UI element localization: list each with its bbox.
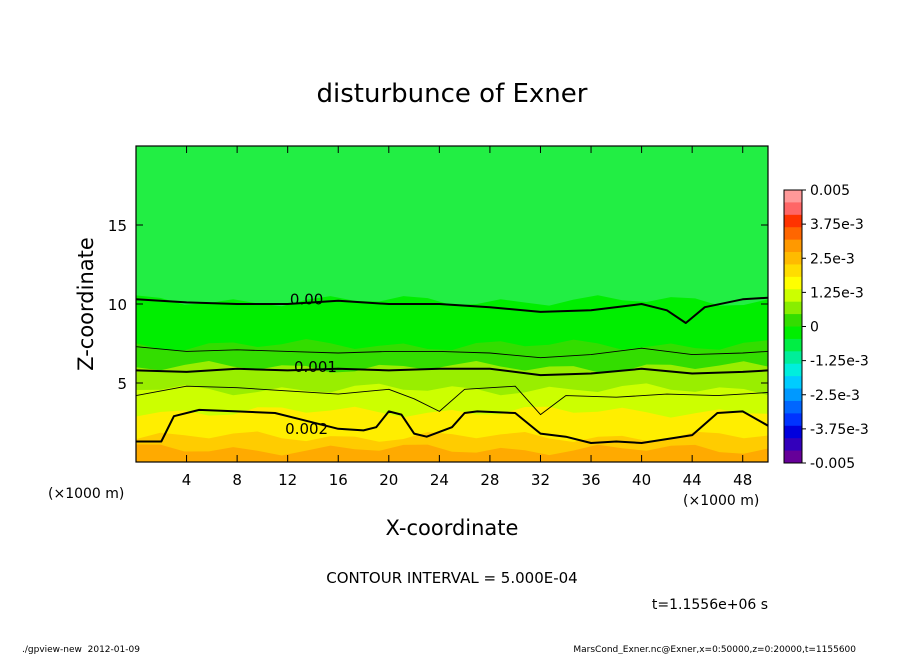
colorbar-segment	[784, 264, 802, 278]
colorbar-segment	[784, 400, 802, 414]
colorbar-segment	[784, 276, 802, 290]
x-unit-right: (×1000 m)	[683, 493, 759, 509]
colorbar-label: 3.75e-3	[810, 217, 864, 233]
colorbar-segment	[784, 388, 802, 402]
fill-band	[136, 444, 768, 462]
colorbar-segment	[784, 314, 802, 327]
colorbar-label: 1.25e-3	[810, 285, 864, 301]
contour-labels: 0.00 0.001 0.002	[285, 290, 337, 438]
colorbar-segment	[784, 351, 802, 365]
colorbar-segment	[784, 301, 802, 315]
contour-line	[136, 296, 768, 324]
x-unit-left: (×1000 m)	[48, 486, 124, 502]
colorbar-segment	[784, 190, 802, 203]
colorbar-label: -2.5e-3	[810, 388, 860, 404]
colorbar-segment	[784, 363, 802, 377]
x-tick-label: 36	[581, 471, 600, 489]
color-fill-layer	[136, 146, 768, 462]
colorbar-segment	[784, 239, 802, 253]
contour-interval-text: CONTOUR INTERVAL = 5.000E-04	[326, 569, 577, 587]
y-tick-label: 5	[117, 375, 127, 393]
colorbar-segment	[784, 252, 802, 265]
footer-left: ./gpview-new 2012-01-09	[22, 645, 140, 654]
x-tick-label: 44	[683, 471, 702, 489]
x-tick-label: 20	[379, 471, 398, 489]
contour-line	[136, 346, 768, 359]
contour-line	[136, 367, 768, 377]
contour-label: 0.002	[285, 420, 328, 438]
contour-label: 0.00	[290, 290, 323, 308]
colorbar-label: -3.75e-3	[810, 422, 869, 438]
colorbar-segment	[784, 289, 802, 303]
contour-lines	[136, 296, 768, 444]
contour-label: 0.001	[294, 358, 337, 376]
x-tick-label: 12	[278, 471, 297, 489]
colorbar-segment	[784, 227, 802, 241]
x-axis-label: X-coordinate	[386, 516, 519, 540]
colorbar-label: 2.5e-3	[810, 251, 855, 267]
colorbar-label: -0.005	[810, 456, 855, 472]
y-axis-label: Z-coordinate	[74, 237, 98, 371]
x-axis-ticks: 4 8 12 16 20 24 28 32 36 40 44 48	[182, 146, 752, 489]
colorbar-segments	[784, 190, 802, 464]
contour-line	[136, 408, 768, 444]
colorbar-segment	[784, 438, 802, 451]
chart-title: disturbunce of Exner	[317, 79, 588, 109]
colorbar-segment	[784, 214, 802, 228]
x-tick-label: 48	[733, 471, 752, 489]
colorbar-segment	[784, 202, 802, 216]
colorbar-segment	[784, 450, 802, 464]
x-tick-label: 24	[430, 471, 449, 489]
x-tick-label: 8	[232, 471, 242, 489]
footer-right: MarsCond_Exner.nc@Exner,x=0:50000,z=0:20…	[573, 645, 856, 654]
colorbar-segment	[784, 338, 802, 352]
y-tick-label: 15	[108, 217, 127, 235]
x-tick-label: 28	[480, 471, 499, 489]
y-axis-ticks: 5 10 15	[108, 217, 768, 393]
y-tick-label: 10	[108, 296, 127, 314]
x-tick-label: 40	[632, 471, 651, 489]
colorbar-segment	[784, 425, 802, 439]
time-text: t=1.1556e+06 s	[652, 597, 768, 613]
contour-line	[136, 385, 768, 416]
colorbar-segment	[784, 326, 802, 340]
x-tick-label: 32	[531, 471, 550, 489]
colorbar-label: 0	[810, 320, 819, 336]
x-tick-label: 4	[182, 471, 192, 489]
colorbar-segment	[784, 413, 802, 427]
x-tick-label: 16	[329, 471, 348, 489]
colorbar: 0.005 3.75e-3 2.5e-3 1.25e-3 0 -1.25e-3 -2.5e-…	[783, 183, 869, 472]
colorbar-label: 0.005	[810, 183, 850, 199]
colorbar-segment	[784, 376, 802, 389]
colorbar-label: -1.25e-3	[810, 354, 869, 370]
colorbar-labels: 0.005 3.75e-3 2.5e-3 1.25e-3 0 -1.25e-3 -2.5e-…	[802, 183, 869, 472]
